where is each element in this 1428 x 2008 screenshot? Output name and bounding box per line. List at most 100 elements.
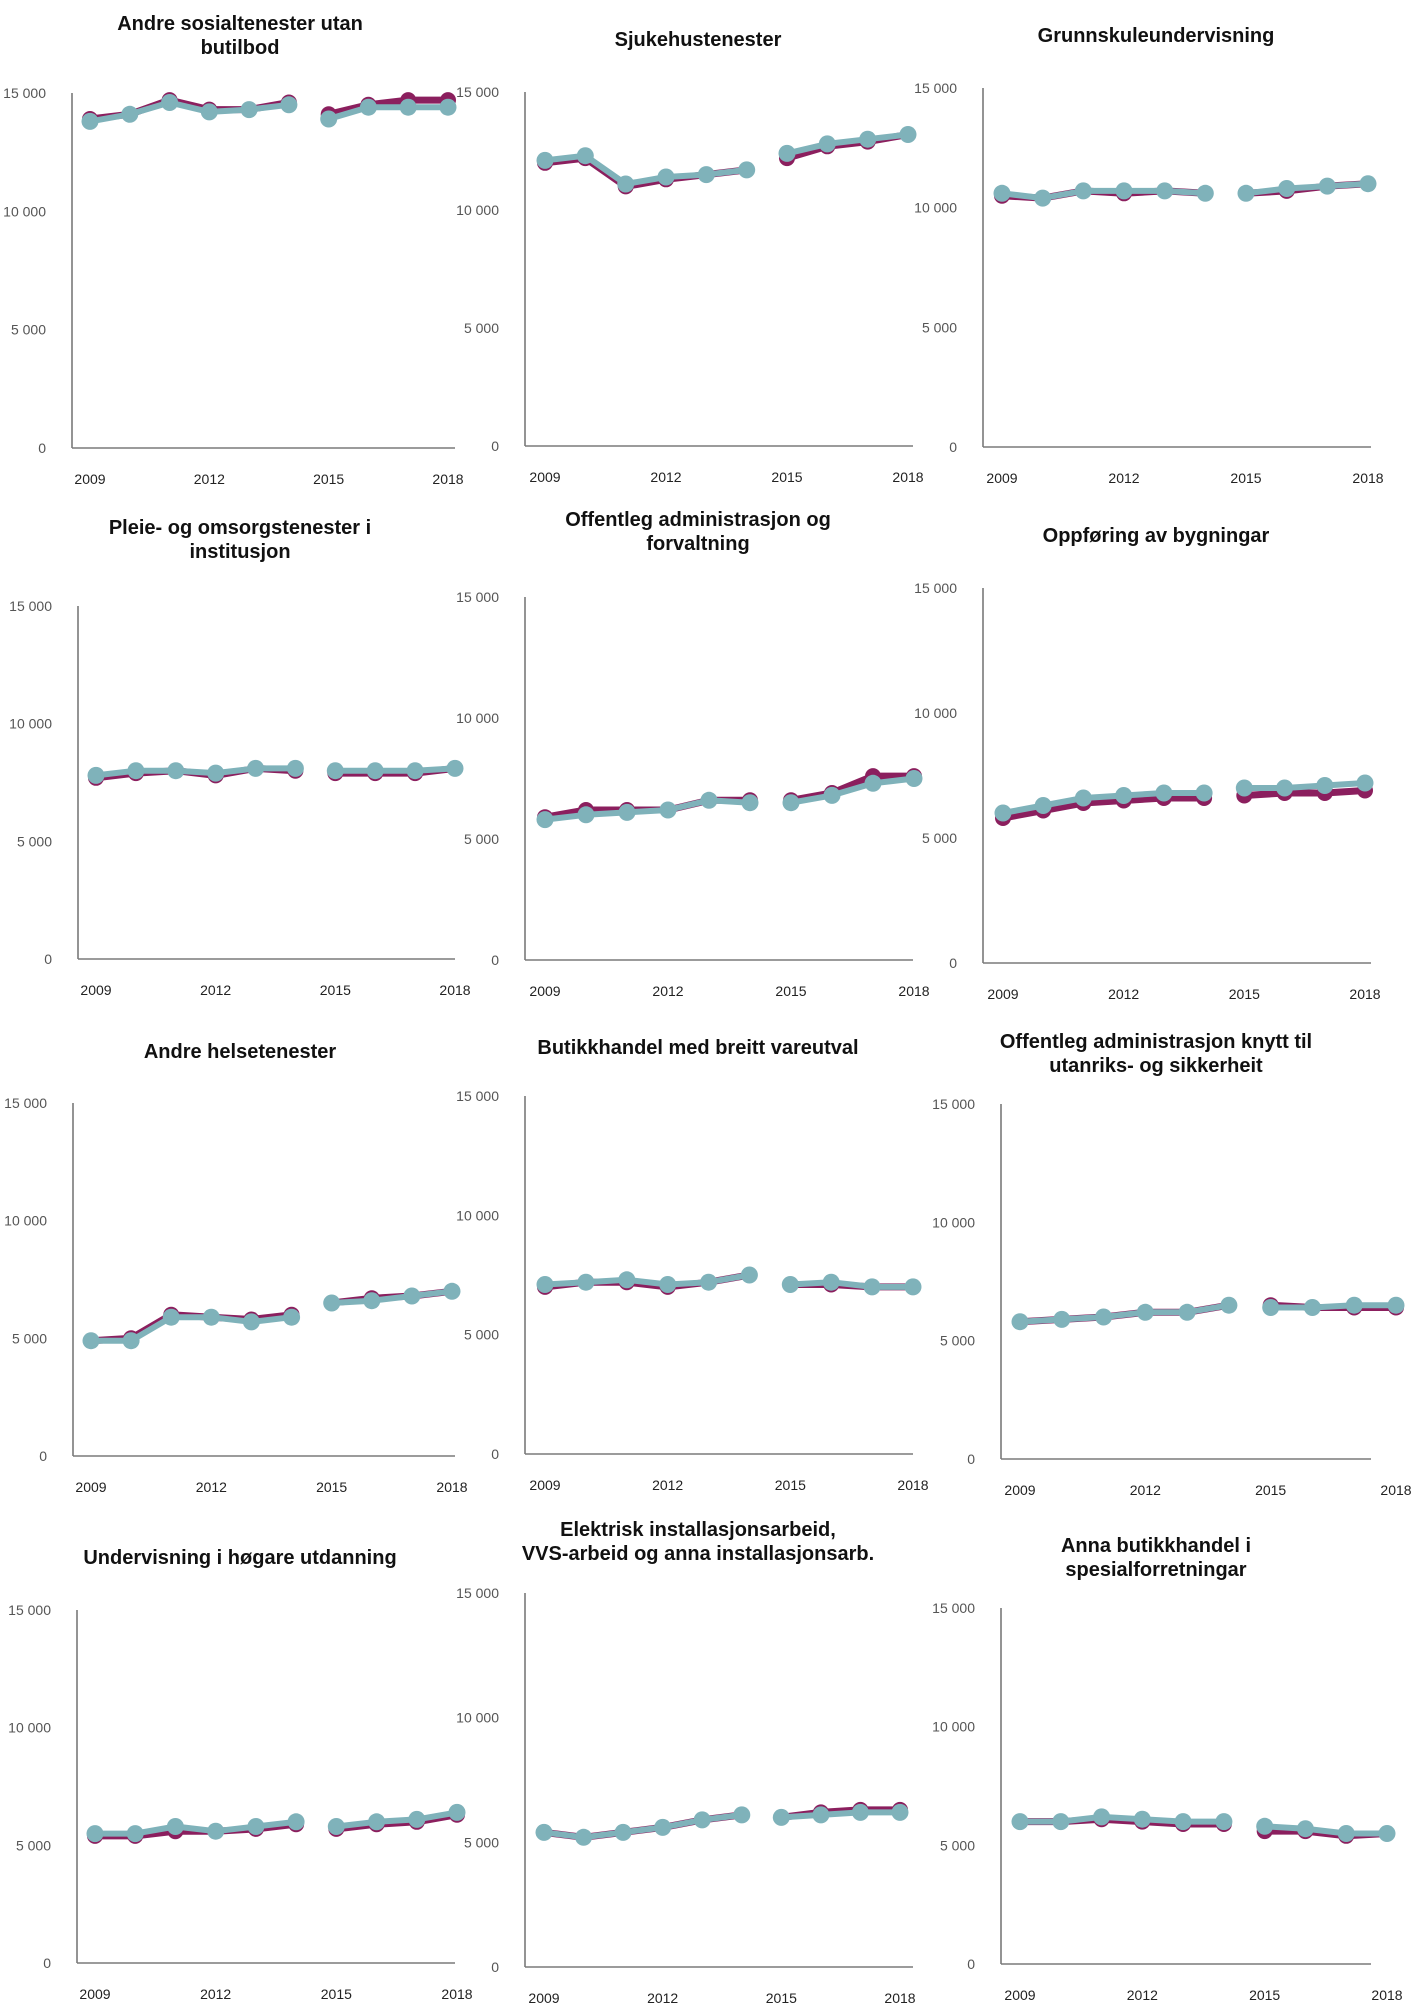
y-tick-label: 15 000 [914,580,957,596]
x-tick-label: 2009 [529,983,560,999]
data-point [1178,1303,1196,1321]
x-tick-label: 2018 [1349,986,1380,1002]
chart-title: Offentleg administrasjon knytt til utanr… [999,1031,1313,1077]
data-point [905,770,923,787]
y-tick-label: 10 000 [456,202,499,218]
data-point [536,1276,554,1293]
data-point [207,1822,225,1840]
chart-panel: Andre sosialtenester utan butilbod 0 5 000… [0,0,464,500]
chart-title: Undervisning i høgare utdanning [83,1547,397,1569]
y-tick-label: 0 [491,438,499,454]
data-point [247,1818,265,1835]
data-point [359,98,377,116]
data-point [1174,1813,1192,1831]
chart-panel: Elektrisk installasjonsarbeid, VVS-arbei… [456,1500,918,2006]
data-point [1278,180,1296,197]
chart-panel: Butikkhandel med breitt vareutval 0 5 000 1… [456,1000,929,1500]
data-point [738,161,756,179]
data-point [320,110,338,128]
data-point [1316,777,1334,794]
data-point [781,1276,799,1293]
y-tick-label: 15 000 [932,1096,975,1112]
data-point [657,168,675,186]
data-point [1237,184,1255,202]
x-tick-label: 2009 [529,1477,560,1493]
chart-title: Anna butikkhandel i spesialforretningar [1060,1535,1252,1581]
data-point [1074,789,1092,807]
data-point [577,806,595,824]
data-point [286,759,304,777]
x-tick-label: 2015 [775,983,806,999]
data-point [406,762,424,780]
data-point [448,1803,466,1821]
x-tick-label: 2015 [1255,1482,1286,1498]
y-tick-label: 0 [949,439,957,455]
x-tick-label: 2018 [1352,470,1383,486]
x-tick-label: 2018 [1380,1482,1411,1498]
y-tick-label: 5 000 [12,1330,47,1346]
data-point [81,112,99,130]
data-point [1093,1808,1111,1826]
data-point [993,184,1011,202]
x-tick-label: 2012 [647,1990,678,2006]
series-line [1017,1813,1227,1825]
data-point [782,794,800,812]
line-chart: 0 5 000 10 000 15 000 2009 2012 2015 2018 [914,580,1381,1002]
x-tick-label: 2018 [441,1986,472,2002]
data-point [1262,1299,1280,1316]
data-point [280,96,298,114]
series-line [1267,1302,1399,1311]
x-tick-label: 2015 [321,1986,352,2002]
data-point [167,762,185,780]
chart-title: Grunnskuleundervisning [1037,25,1275,47]
series-line [787,1279,916,1290]
data-point [818,135,836,153]
data-point [864,774,882,792]
data-point [161,94,179,111]
data-point [778,144,796,162]
chart-panel: Grunnskuleundervisning 0 5 000 10 000 15 000… [914,0,1384,500]
x-tick-label: 2009 [529,469,560,485]
y-tick-label: 0 [39,1448,47,1464]
data-point [618,1271,636,1289]
x-tick-label: 2012 [194,471,225,487]
data-point [1156,182,1174,200]
chart-title: Butikkhandel med breitt vareutval [537,1037,859,1059]
x-tick-label: 2009 [75,1479,106,1495]
data-point [772,1808,790,1826]
data-point [287,1813,305,1831]
chart-panel: Oppføring av bygningar 0 5 000 10 000 15 000… [914,500,1381,1002]
series-line [1241,780,1368,791]
y-tick-label: 15 000 [8,1602,51,1618]
line-chart: 0 5 000 10 000 15 000 2009 2012 2015 2018 [8,1602,473,2002]
x-tick-label: 2018 [1371,1987,1402,2003]
chart-panel: Sjukehustenester 0 5 000 10 000 15 000 2009 20… [456,0,924,500]
data-point [363,1292,381,1310]
x-tick-label: 2012 [1108,986,1139,1002]
chart-panel: Offentleg administrasjon knytt til utanr… [916,1000,1412,1500]
series-line [784,131,911,157]
series-line [325,96,452,118]
x-tick-label: 2018 [436,1479,467,1495]
y-tick-label: 10 000 [9,716,52,732]
data-point [1337,1825,1355,1842]
data-point [1296,1820,1314,1838]
data-point [891,1803,909,1821]
y-tick-label: 5 000 [11,322,46,338]
data-point [1074,182,1092,200]
y-tick-label: 0 [44,951,52,967]
data-point [207,764,225,782]
data-point [654,1818,672,1836]
data-point [1220,1296,1238,1314]
x-tick-label: 2015 [316,1479,347,1495]
data-point [121,105,139,123]
line-chart: 0 5 000 10 000 15 000 2009 2012 2015 2018 [456,84,924,485]
data-point [1195,784,1213,802]
data-point [1235,779,1253,797]
series-line [1261,1823,1390,1837]
chart-title: Andre helsetenester [143,1041,337,1063]
data-point [403,1287,421,1305]
chart-panel: Undervisning i høgare utdanning 0 5 000 10 … [0,1500,473,2002]
x-tick-label: 2018 [898,983,929,999]
data-point [368,1813,386,1831]
